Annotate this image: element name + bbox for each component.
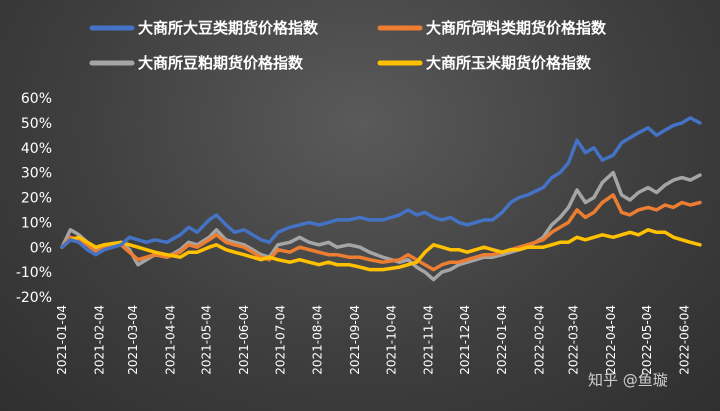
series-line-3 [60,228,702,272]
x-tick-label: 2021-08-04 [311,305,325,375]
legend-label: 大商所饲料类期货价格指数 [426,19,607,37]
x-axis: 2021-01-04 2021-02-04 2021-03-04 2021-04-04… [55,305,691,375]
x-tick-label: 2021-12-04 [458,305,472,375]
y-tick-label: 40% [21,141,52,157]
y-tick-label: -10% [16,265,52,281]
x-tick-label: 2022-01-04 [495,305,509,375]
watermark-text: 知乎 @鱼璇 [588,371,668,389]
x-tick-label: 2021-10-04 [384,305,398,375]
y-axis: 60% 50% 40% 30% 20% 10% 0% -10% -20% [16,91,52,306]
y-tick-label: 50% [21,116,52,132]
legend-label: 大商所玉米期货价格指数 [426,54,592,72]
x-tick-label: 2021-06-04 [237,305,251,375]
y-tick-label: 10% [21,215,52,231]
y-tick-label: 0% [30,240,52,256]
x-tick-label: 2022-02-04 [533,305,547,375]
x-tick-label: 2022-04-04 [604,305,618,375]
plot-area [60,116,702,282]
x-tick-label: 2021-01-04 [55,305,69,375]
y-tick-label: -20% [16,290,52,306]
x-tick-label: 2022-03-04 [566,305,580,375]
x-tick-label: 2021-04-04 [164,305,178,375]
x-tick-label: 2021-03-04 [126,305,140,375]
x-tick-label: 2022-06-04 [677,305,691,375]
x-tick-label: 2022-05-04 [640,305,654,375]
x-tick-label: 2021-05-04 [200,305,214,375]
x-tick-label: 2021-09-04 [348,305,362,375]
x-tick-label: 2021-02-04 [92,305,106,375]
y-tick-label: 20% [21,191,52,207]
legend-label: 大商所大豆类期货价格指数 [138,19,319,37]
x-tick-label: 2021-07-04 [273,305,287,375]
legend-label: 大商所豆粕期货价格指数 [138,54,304,72]
y-tick-label: 30% [21,166,52,182]
y-tick-label: 60% [21,91,52,107]
series-line-0 [60,116,702,257]
series-line-1 [60,193,702,272]
x-tick-label: 2021-11-04 [422,305,436,375]
